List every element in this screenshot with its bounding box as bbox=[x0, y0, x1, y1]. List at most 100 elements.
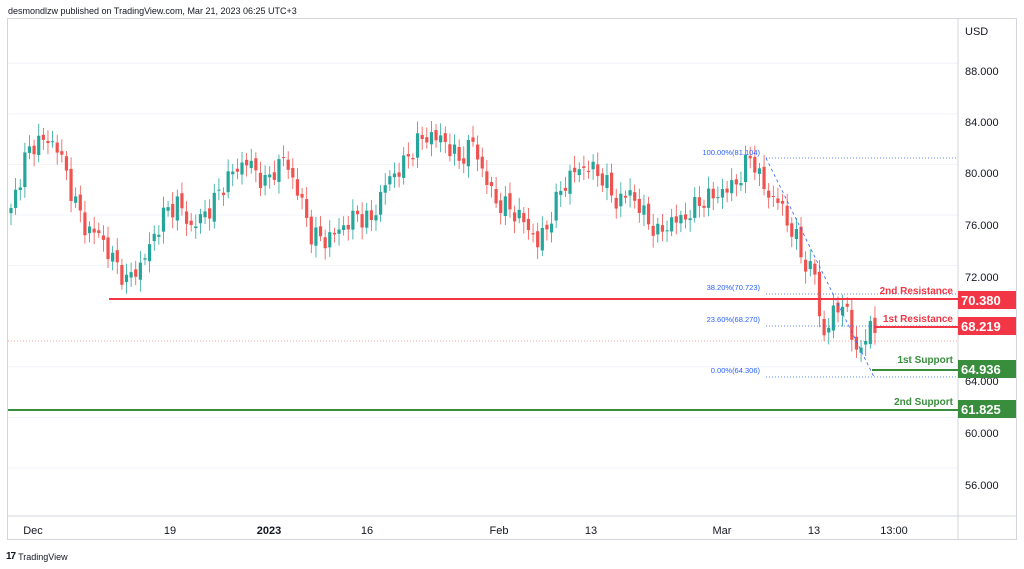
candle bbox=[743, 145, 748, 194]
candle bbox=[379, 185, 383, 222]
support-1-price: 64.936 bbox=[961, 362, 1001, 377]
candle-body-down bbox=[189, 220, 193, 225]
candle bbox=[18, 179, 22, 201]
candle-body-up bbox=[263, 174, 267, 186]
candle-body-down bbox=[309, 216, 313, 245]
x-tick-label: Dec bbox=[23, 525, 43, 537]
candle bbox=[531, 223, 535, 243]
price-axis[interactable]: USD 88.000 84.000 80.000 76.000 72.000 6… bbox=[958, 26, 1016, 492]
candle bbox=[748, 146, 752, 169]
chart-panel[interactable]: 100.00%(81.104) 38.20%(70.723) 23.60%(68… bbox=[7, 18, 1017, 540]
candle-body-down bbox=[457, 147, 461, 161]
candle bbox=[656, 217, 660, 243]
support-1-price-tag bbox=[958, 360, 1016, 378]
candle-body-down bbox=[434, 130, 438, 141]
candle-body-down bbox=[748, 155, 752, 159]
candle bbox=[346, 215, 350, 241]
candle-body-up bbox=[18, 187, 22, 191]
candle bbox=[757, 163, 762, 186]
candle-body-down bbox=[171, 203, 175, 218]
candle bbox=[642, 194, 646, 226]
candle-body-up bbox=[605, 175, 609, 189]
candle bbox=[337, 218, 341, 246]
candle bbox=[480, 147, 484, 178]
candle bbox=[342, 216, 346, 236]
candle bbox=[734, 174, 738, 197]
candle bbox=[152, 225, 156, 251]
candle-body-up bbox=[212, 192, 216, 222]
candle-body-down bbox=[41, 134, 45, 140]
candle-body-up bbox=[240, 162, 244, 175]
candle-body-down bbox=[633, 192, 637, 201]
candle-body-down bbox=[854, 336, 859, 350]
candle-body-up bbox=[503, 196, 507, 217]
candle bbox=[235, 158, 239, 180]
candle-body-up bbox=[466, 140, 470, 167]
time-axis[interactable]: Dec 19 2023 16 Feb 13 Mar 13 13:00 bbox=[23, 525, 908, 537]
candle bbox=[577, 162, 581, 183]
candle bbox=[471, 125, 475, 147]
candle-body-down bbox=[526, 218, 531, 231]
candle-body-up bbox=[392, 173, 397, 178]
candle bbox=[120, 258, 124, 290]
candle bbox=[231, 163, 235, 187]
price-chart[interactable]: 100.00%(81.104) 38.20%(70.723) 23.60%(68… bbox=[8, 19, 1016, 539]
candle-body-down bbox=[536, 231, 540, 248]
candle-body-down bbox=[134, 269, 138, 277]
candle bbox=[628, 178, 632, 208]
candle bbox=[730, 168, 734, 202]
candle-body-up bbox=[342, 225, 346, 230]
candle-body-up bbox=[827, 327, 831, 333]
candle bbox=[799, 217, 803, 264]
candle-body-down bbox=[614, 197, 618, 209]
candle-body-down bbox=[69, 168, 73, 202]
candle-body-down bbox=[64, 156, 69, 171]
candle bbox=[536, 222, 540, 260]
candle bbox=[374, 204, 378, 231]
candle-body-down bbox=[295, 179, 300, 196]
candle bbox=[559, 181, 563, 207]
candle bbox=[563, 176, 567, 198]
candle bbox=[646, 196, 651, 230]
candle bbox=[171, 191, 175, 229]
candle-body-down bbox=[596, 164, 600, 177]
candle bbox=[462, 146, 466, 174]
support-resistance-levels[interactable]: 2nd Resistance 1st Resistance 1st Suppor… bbox=[8, 286, 958, 411]
candle bbox=[485, 159, 489, 194]
candle-body-down bbox=[443, 133, 447, 142]
candle-body-up bbox=[568, 170, 572, 194]
candle-body-down bbox=[485, 171, 489, 185]
candle-body-up bbox=[720, 189, 725, 198]
candle-body-up bbox=[868, 320, 872, 345]
candle bbox=[693, 187, 697, 223]
candle bbox=[614, 188, 618, 219]
candle bbox=[540, 216, 544, 257]
candle-body-down bbox=[776, 198, 780, 203]
candle bbox=[688, 210, 692, 232]
candle-body-down bbox=[78, 194, 82, 211]
candle bbox=[101, 225, 105, 252]
candle-body-down bbox=[46, 140, 50, 144]
candle-body-up bbox=[198, 214, 203, 224]
candle bbox=[189, 213, 193, 232]
candle bbox=[27, 135, 32, 160]
candle bbox=[328, 220, 332, 257]
candle bbox=[226, 159, 230, 199]
y-tick-label: 88.000 bbox=[965, 66, 999, 78]
candle-body-down bbox=[531, 233, 535, 235]
candles bbox=[9, 120, 877, 362]
candle-body-down bbox=[725, 188, 729, 193]
candle bbox=[711, 181, 715, 211]
resistance-2-price: 70.380 bbox=[961, 293, 1001, 308]
candle-body-down bbox=[674, 216, 678, 223]
candle-body-up bbox=[226, 171, 230, 193]
x-tick-label: 19 bbox=[164, 525, 176, 537]
candle-body-up bbox=[540, 227, 544, 251]
candle-body-down bbox=[822, 318, 826, 336]
candle bbox=[124, 263, 129, 294]
candle-body-down bbox=[785, 205, 789, 226]
candle bbox=[37, 123, 41, 163]
candle bbox=[402, 147, 406, 185]
candle-body-up bbox=[152, 233, 156, 242]
x-tick-label: 13:00 bbox=[880, 525, 908, 537]
